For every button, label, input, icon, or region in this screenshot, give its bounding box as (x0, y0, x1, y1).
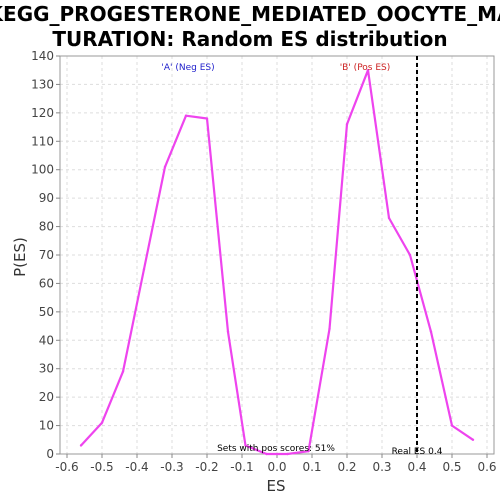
data-point (366, 69, 370, 72)
y-tick-label: 50 (39, 305, 54, 319)
real-es-label: Real ES 0.4 (392, 447, 443, 457)
y-tick-label: 130 (31, 77, 54, 91)
chart-title-line-1: KEGG_PROGESTERONE_MEDIATED_OOCYTE_MA (0, 2, 500, 26)
axis-ticks: 0 10 20 30 40 50 60 70 80 90 100 110 120 130 140 -0.6 -0… (31, 49, 496, 474)
data-point (163, 165, 167, 169)
data-point (205, 117, 209, 120)
data-point (244, 444, 247, 447)
series-line-0 (80, 69, 474, 456)
y-tick-label: 100 (31, 163, 54, 177)
y-tick-label: 10 (39, 419, 54, 433)
x-tick-label: -0.5 (90, 460, 113, 474)
x-tick-label: -0.2 (195, 460, 218, 474)
data-point (328, 327, 331, 331)
data-point (226, 330, 230, 333)
series-layer (79, 69, 475, 456)
y-tick-label: 40 (39, 333, 54, 347)
grid-lines (60, 55, 494, 455)
y-axis-label: P(ES) (11, 237, 29, 277)
y-tick-label: 120 (31, 106, 54, 120)
y-tick-label: 70 (39, 248, 54, 262)
x-tick-label: 0.2 (337, 460, 356, 474)
x-tick-label: -0.1 (230, 460, 253, 474)
x-tick-label: 0.6 (477, 460, 496, 474)
chart-title-line-2: TURATION: Random ES distribution (52, 27, 447, 51)
x-axis-label: ES (267, 477, 286, 495)
data-point (471, 438, 475, 441)
y-tick-label: 30 (39, 362, 54, 376)
x-tick-label: 0.0 (267, 460, 286, 474)
x-tick-label: -0.3 (160, 460, 183, 474)
data-point (79, 444, 83, 447)
data-point (100, 421, 104, 424)
y-tick-label: 60 (39, 276, 54, 290)
x-tick-label: -0.6 (55, 460, 78, 474)
data-point (121, 370, 125, 373)
neg-es-annotation: 'A' (Neg ES) (161, 63, 214, 73)
x-tick-label: 0.1 (302, 460, 321, 474)
y-tick-label: 20 (39, 390, 54, 404)
pos-es-annotation: 'B' (Pos ES) (340, 63, 391, 73)
data-point (142, 268, 146, 271)
x-tick-label: -0.4 (125, 460, 148, 474)
data-point (286, 452, 289, 456)
x-tick-label: 0.4 (407, 460, 426, 474)
data-point (265, 452, 268, 456)
data-point (307, 449, 310, 453)
data-point (345, 123, 349, 126)
data-point (184, 114, 188, 117)
y-tick-label: 90 (39, 191, 54, 205)
y-tick-label: 140 (31, 49, 54, 63)
sets-pos-scores-text: Sets with pos scores: 51% (217, 444, 335, 454)
y-tick-label: 0 (46, 447, 54, 461)
data-point (387, 216, 391, 220)
x-tick-label: 0.3 (372, 460, 391, 474)
data-point (408, 253, 412, 257)
x-tick-label: 0.5 (442, 460, 461, 474)
y-tick-label: 80 (39, 220, 54, 234)
data-point (429, 330, 433, 333)
data-point (450, 424, 454, 427)
y-tick-label: 110 (31, 134, 54, 148)
